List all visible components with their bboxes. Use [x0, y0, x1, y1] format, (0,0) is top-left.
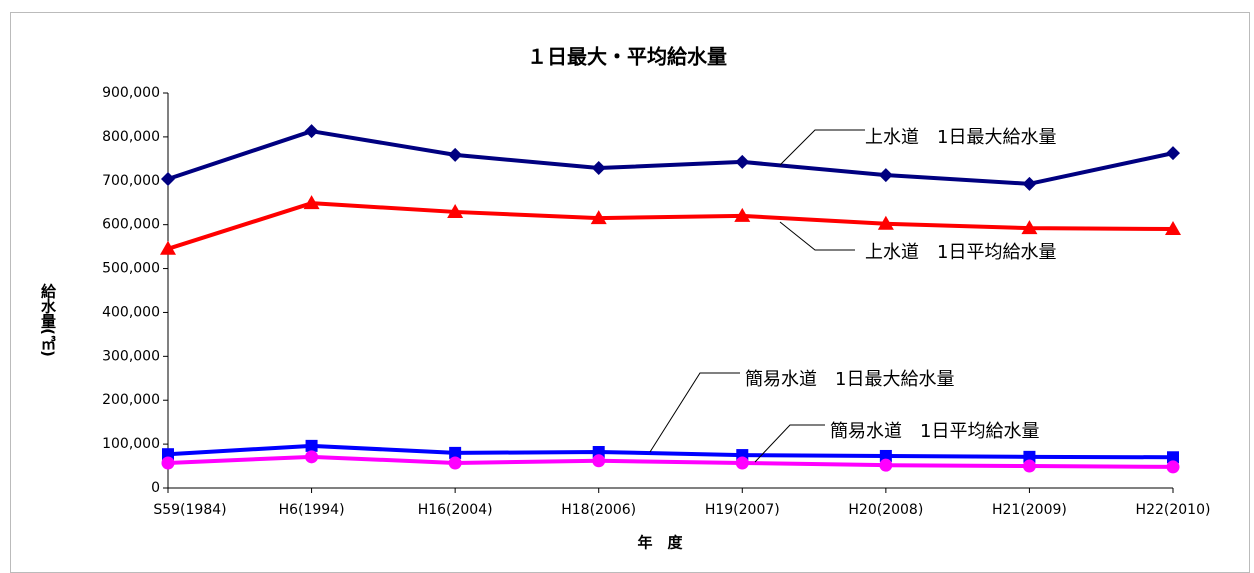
series-line	[167, 443, 1174, 460]
series-line	[167, 201, 1174, 251]
marker	[448, 147, 463, 162]
marker	[304, 124, 319, 139]
series-label: 上水道 1日最大給水量	[865, 127, 1056, 148]
x-tick-label: H6(1994)	[279, 502, 345, 518]
x-tick-label: H22(2010)	[1136, 502, 1211, 518]
marker	[592, 446, 605, 459]
marker	[879, 449, 892, 462]
marker	[877, 215, 894, 230]
marker	[1166, 146, 1180, 161]
marker	[735, 456, 749, 470]
marker	[1165, 221, 1181, 236]
y-tick-label: 400,000	[102, 304, 160, 320]
series-line	[167, 129, 1174, 186]
leader-line	[779, 221, 855, 251]
marker	[1166, 460, 1180, 474]
marker	[303, 195, 320, 210]
chart-title: １日最大・平均給水量	[527, 45, 727, 69]
marker	[1023, 450, 1036, 463]
leader-line	[754, 424, 825, 463]
leader-line	[649, 372, 740, 453]
y-tick-label: 800,000	[102, 129, 160, 145]
x-tick-label: S59(1984)	[153, 502, 226, 518]
y-tick-label: 600,000	[102, 217, 160, 233]
marker	[447, 203, 464, 218]
x-tick-label: H19(2007)	[705, 502, 780, 518]
marker	[161, 456, 175, 470]
marker	[1022, 176, 1037, 191]
marker	[305, 450, 319, 464]
x-axis-title: 年 度	[637, 534, 683, 552]
marker	[1021, 220, 1038, 235]
series-label: 上水道 1日平均給水量	[865, 242, 1056, 263]
marker	[160, 240, 176, 255]
x-tick-label: H21(2009)	[992, 502, 1067, 518]
y-tick-label: 900,000	[102, 85, 160, 101]
chart-frame	[10, 12, 1250, 573]
marker	[592, 454, 606, 468]
x-tick-label: H20(2008)	[848, 502, 923, 518]
marker	[734, 207, 751, 222]
marker	[878, 168, 893, 183]
marker	[590, 210, 607, 225]
marker	[448, 456, 462, 470]
marker	[591, 161, 606, 176]
marker	[305, 439, 318, 452]
y-tick-label: 700,000	[102, 173, 160, 189]
y-tick-label: 300,000	[102, 348, 160, 364]
series-line	[167, 454, 1174, 469]
y-tick-label: 100,000	[102, 436, 160, 452]
marker	[449, 446, 462, 459]
y-tick-label: 200,000	[102, 392, 160, 408]
y-axis-title: 給水量(㎥)	[39, 282, 57, 357]
marker	[879, 458, 893, 472]
marker	[161, 172, 175, 187]
x-tick-label: H18(2006)	[561, 502, 636, 518]
series-label: 簡易水道 1日平均給水量	[830, 421, 1039, 442]
x-tick-label: H16(2004)	[418, 502, 493, 518]
marker	[1022, 459, 1036, 473]
leader-line	[779, 129, 865, 166]
series-label: 簡易水道 1日最大給水量	[745, 369, 954, 390]
y-tick-label: 0	[151, 480, 160, 496]
y-tick-label: 500,000	[102, 261, 160, 277]
marker	[1167, 451, 1179, 464]
marker	[735, 154, 750, 169]
marker	[162, 448, 174, 461]
